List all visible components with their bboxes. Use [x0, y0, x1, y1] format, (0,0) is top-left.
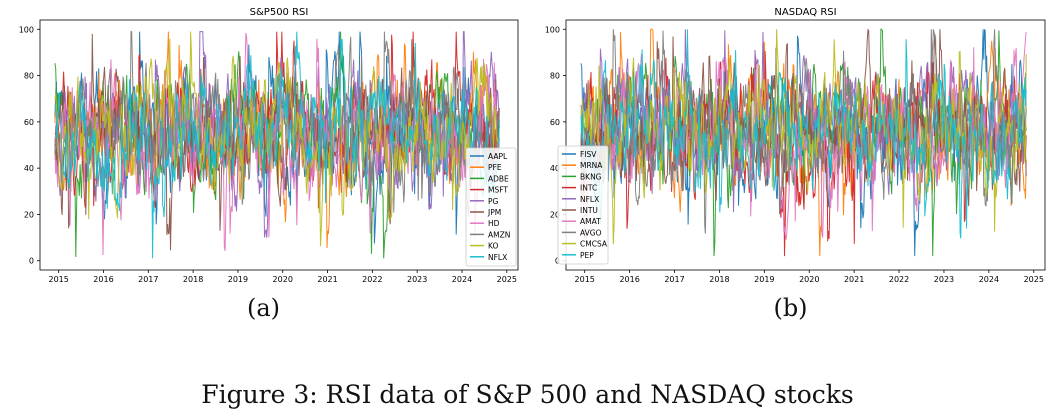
y-tick-label: 100: [545, 25, 560, 34]
legend-label-pfe: PFE: [488, 163, 502, 172]
legend-label-nflx: NFLX: [580, 195, 599, 204]
legend-label-adbe: ADBE: [488, 174, 509, 183]
legend-label-msft: MSFT: [488, 186, 508, 195]
legend-label-amat: AMAT: [580, 217, 601, 226]
y-tick-label: 80: [550, 72, 560, 81]
x-tick-label: 2022: [889, 275, 909, 284]
x-tick-label: 2017: [138, 275, 158, 284]
legend-label-pg: PG: [488, 197, 499, 206]
x-tick-label: 2021: [844, 275, 864, 284]
x-tick-label: 2018: [709, 275, 729, 284]
x-tick-label: 2022: [362, 275, 382, 284]
x-tick-label: 2020: [273, 275, 293, 284]
legend-label-intu: INTU: [580, 206, 598, 215]
x-tick-label: 2015: [48, 275, 68, 284]
nasdaq-rsi-chart: NASDAQ RSI 0 20 40 60 80 100 2015 2016 2017 2018 20…: [545, 7, 1046, 284]
legend-label-avgo: AVGO: [580, 228, 602, 237]
legend: FISV MRNA BKNG INTC NFLX INTU AMAT AVGO CMCSA PEP: [557, 145, 609, 265]
legend-label-cmcsa: CMCSA: [580, 240, 608, 249]
y-tick-label: 0: [29, 257, 34, 266]
series-line-msft: [54, 31, 500, 209]
series-group: [580, 28, 1027, 257]
figure-caption: Figure 3: RSI data of S&P 500 and NASDAQ…: [201, 380, 854, 409]
legend-label-nflx: NFLX: [488, 253, 507, 262]
subcaption-a: (a): [246, 294, 281, 322]
x-tick-label: 2023: [407, 275, 427, 284]
legend-label-amzn: AMZN: [488, 230, 510, 239]
x-tick-label: 2016: [619, 275, 639, 284]
x-tick-label: 2025: [1024, 275, 1044, 284]
x-tick-label: 2020: [799, 275, 819, 284]
y-tick-label: 40: [24, 164, 34, 173]
chart-panel-nasdaq: NASDAQ RSI 0 20 40 60 80 100 2015 2016 2017 2018 20…: [527, 0, 1054, 300]
y-tick-label: 20: [24, 210, 34, 219]
x-tick-label: 2015: [575, 275, 595, 284]
x-tick-label: 2017: [664, 275, 684, 284]
y-tick-label: 40: [550, 164, 560, 173]
series-line-nflx: [580, 29, 1027, 213]
x-tick-label: 2018: [183, 275, 203, 284]
legend-label-ko: KO: [488, 242, 499, 251]
plot-frame: [565, 19, 1046, 271]
legend-label-hd: HD: [488, 219, 500, 228]
legend-label-intc: INTC: [580, 184, 597, 193]
series-line-cmcsa: [580, 29, 1027, 245]
x-tick-label: 2025: [497, 275, 517, 284]
y-tick-label: 100: [19, 25, 34, 34]
legend-box: [465, 147, 517, 267]
subcaption-b: (b): [773, 294, 808, 322]
sp500-rsi-chart: S&P500 RSI 0 20 40 60 80 100 2015 2016 2017 2018 20…: [19, 7, 519, 284]
series-line-pep: [580, 29, 1027, 239]
chart-title: S&P500 RSI: [250, 7, 309, 18]
x-tick-label: 2019: [228, 275, 248, 284]
y-tick-label: 60: [24, 118, 34, 127]
y-tick-label: 60: [550, 118, 560, 127]
legend: AAPL PFE ADBE MSFT PG JPM HD AMZN KO NFLX: [465, 147, 517, 267]
legend-label-fisv: FISV: [580, 150, 597, 159]
series-line-nflx: [54, 31, 500, 259]
chart-title: NASDAQ RSI: [774, 7, 836, 18]
plot-frame: [39, 19, 519, 271]
legend-label-bkng: BKNG: [580, 172, 602, 181]
x-tick-label: 2016: [93, 275, 113, 284]
y-tick-label: 80: [24, 72, 34, 81]
y-tick-label: 0: [555, 257, 560, 266]
series-group: [54, 31, 500, 259]
legend-label-jpm: JPM: [487, 208, 501, 217]
x-tick-label: 2021: [317, 275, 337, 284]
legend-box: [557, 145, 609, 265]
x-tick-label: 2024: [452, 275, 472, 284]
x-tick-label: 2023: [934, 275, 954, 284]
y-tick-label: 20: [550, 210, 560, 219]
chart-panel-sp500: S&P500 RSI 0 20 40 60 80 100 2015 2016 2017 2018 20…: [0, 0, 527, 300]
legend-label-aapl: AAPL: [488, 152, 508, 161]
x-tick-label: 2024: [979, 275, 999, 284]
legend-label-pep: PEP: [580, 251, 594, 260]
x-tick-label: 2019: [754, 275, 774, 284]
legend-label-mrna: MRNA: [580, 161, 603, 170]
